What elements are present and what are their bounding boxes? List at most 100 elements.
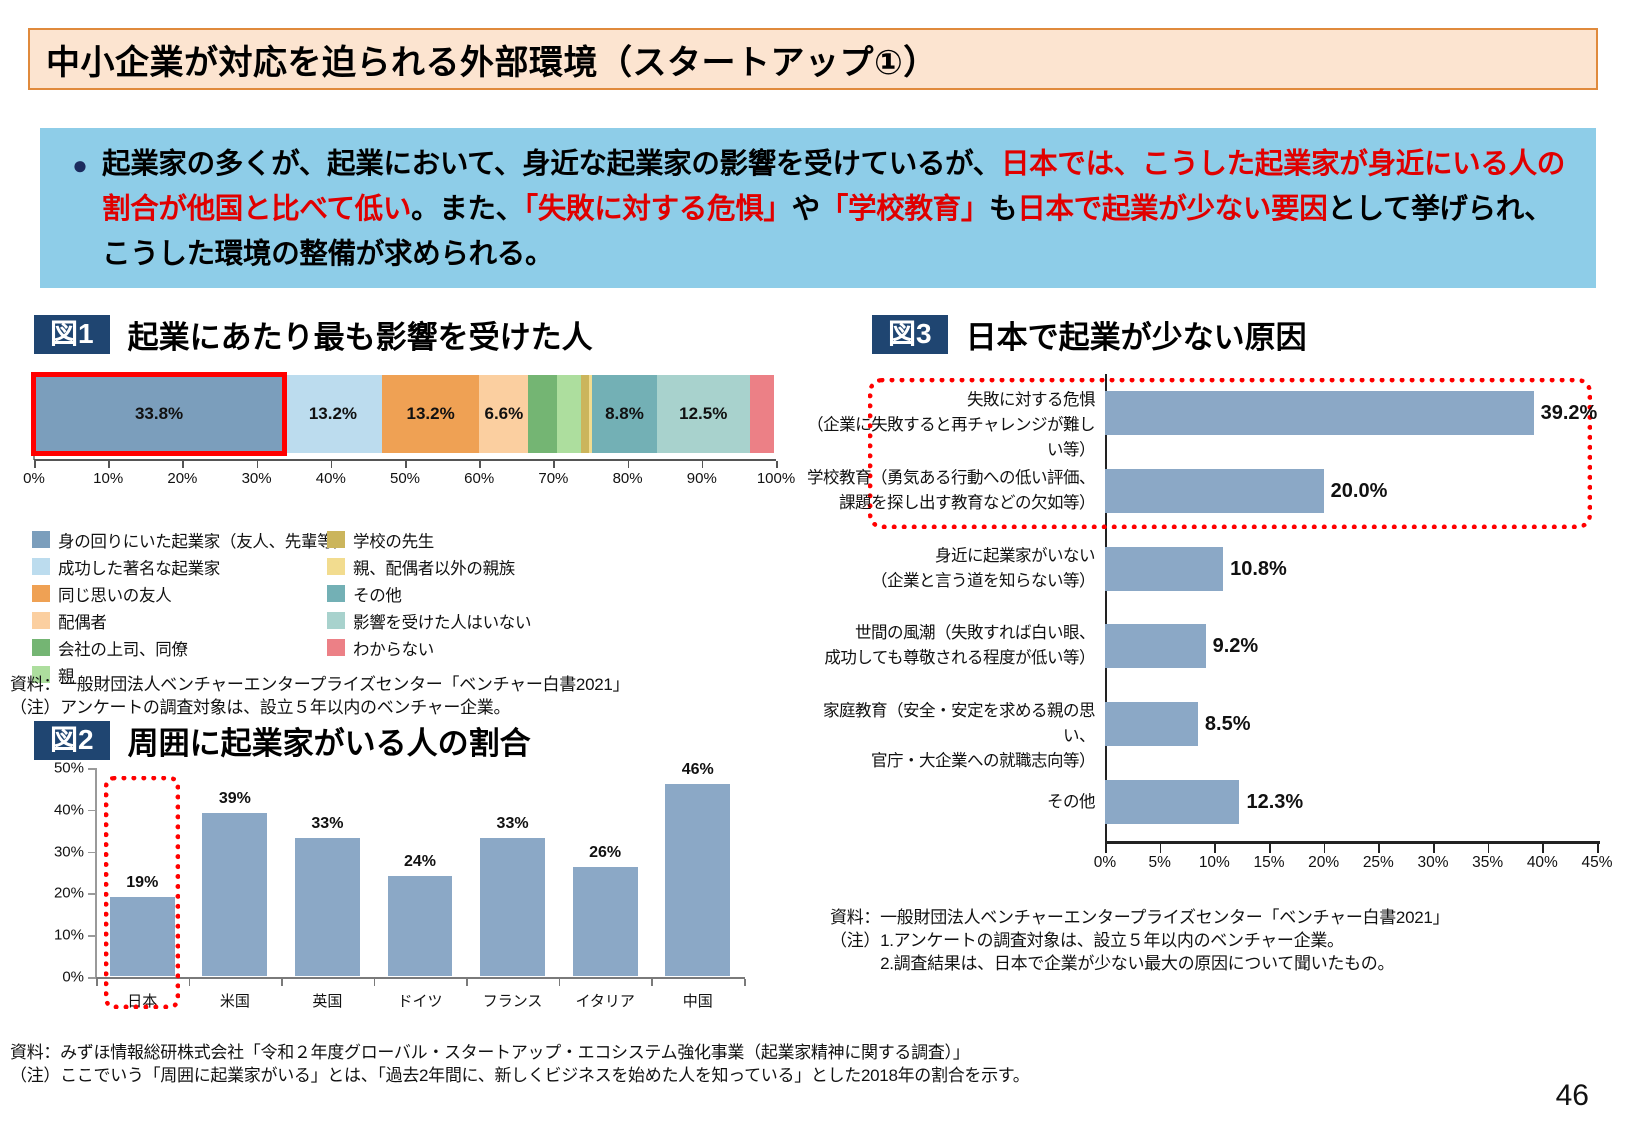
figure1-segment: 13.2% <box>284 375 382 453</box>
figure2-y-tick <box>88 893 96 895</box>
figure3-category-label-line: 失敗に対する危惧 <box>967 390 1096 409</box>
figure1-x-tick-label: 60% <box>464 470 495 487</box>
figure1-legend-item: 親、配偶者以外の親族 <box>327 555 531 582</box>
figure2-x-tick <box>96 979 98 986</box>
figure3-bar-value-label: 20.0% <box>1330 479 1388 502</box>
figure1-legend-label: 同じ思いの友人 <box>58 587 172 605</box>
figure2-bar <box>665 783 731 976</box>
figure1-legend-item: 同じ思いの友人 <box>32 582 350 609</box>
legend-swatch-icon <box>327 585 345 602</box>
figure3-category-label-line: （企業と言う道を知らない等） <box>871 571 1096 590</box>
figure1-x-tick <box>34 461 36 468</box>
summary-highlight-3: 「学校教育」 <box>819 193 990 225</box>
figure1-legend-column-1: 身の回りにいた起業家（友人、先輩等） 成功した著名な起業家 同じ思いの友人 配偶者 会社… <box>32 528 350 690</box>
legend-swatch-icon <box>32 612 50 629</box>
figure3-category-label-line: 身近に起業家がいない <box>935 546 1096 565</box>
figure1-x-tick-label: 80% <box>612 470 643 487</box>
figure2-bar-value-label: 26% <box>589 844 622 862</box>
figure3-title: 日本で起業が少ない原因 <box>965 320 1307 355</box>
legend-swatch-icon <box>327 531 345 548</box>
figure3-x-tick-label: 30% <box>1417 854 1449 871</box>
summary-part-3: や <box>791 193 821 225</box>
figure3-x-tick <box>1105 844 1107 853</box>
figure1-x-tick <box>330 461 333 468</box>
figure3-x-tick-label: 0% <box>1093 854 1117 871</box>
figure2-bar <box>109 896 175 976</box>
figure1-legend-label: 親 <box>58 668 75 686</box>
summary-part-2: 。また、 <box>411 193 524 225</box>
legend-swatch-icon <box>327 558 345 575</box>
figure1-legend-item: わからない <box>327 636 531 663</box>
figure2-y-tick <box>88 768 96 770</box>
legend-swatch-icon <box>32 558 50 575</box>
figure1-chart: 33.8% 13.2% 13.2% 6.6% 8.8% 12.5% <box>34 375 774 453</box>
figure1-legend-label: その他 <box>353 587 402 605</box>
figure1-segment: 13.2% <box>381 375 480 453</box>
figure2-bar-value-label: 33% <box>496 815 529 833</box>
figure3-x-tick-label: 10% <box>1198 854 1230 871</box>
figure1-segment <box>749 375 774 453</box>
legend-swatch-icon <box>32 585 50 602</box>
figure3-x-tick <box>1323 844 1326 853</box>
figure1-segment: 8.8% <box>591 375 657 453</box>
figure2-y-tick <box>88 809 96 812</box>
figure3-category-label-line: 課題を探し出す教育などの欠如等） <box>839 493 1096 512</box>
figure1-segment <box>528 375 558 453</box>
figure2-y-axis <box>95 768 97 978</box>
figure1-x-tick <box>405 461 407 468</box>
figure3-bar-value-label: 12.3% <box>1246 791 1304 814</box>
figure2-bar <box>202 812 268 976</box>
figure3-x-tick <box>1159 844 1162 853</box>
figure3-category-label: 身近に起業家がいない （企業と言う道を知らない等） <box>795 544 1096 594</box>
figure3-value-axis <box>1105 841 1600 844</box>
figure1-x-tick-label: 40% <box>315 470 346 487</box>
summary-part-4: も <box>989 193 1018 225</box>
figure1-legend-item: 成功した著名な起業家 <box>32 555 350 582</box>
figure1-chip: 図1 <box>34 314 110 355</box>
figure1-x-ticks <box>34 461 778 469</box>
figure1-x-tick <box>182 461 184 468</box>
figure1-x-tick <box>627 461 630 468</box>
figure3-chip: 図3 <box>872 314 948 355</box>
page-number: 46 <box>1555 1079 1589 1112</box>
figure1-source: 資料：一般財団法人ベンチャーエンタープライズセンター「ベンチャー白書2021」 <box>10 675 630 694</box>
figure1-segment <box>557 375 581 453</box>
legend-swatch-icon <box>32 666 50 683</box>
figure3-category-label-line: 官庁・大企業への就職志向等） <box>871 752 1096 771</box>
figure1-x-tick-label: 10% <box>93 470 124 487</box>
figure2-bar-value-label: 33% <box>311 815 344 833</box>
figure2-x-tick <box>281 979 283 986</box>
figure1-x-tick <box>108 461 110 468</box>
figure1-header: 図1 起業にあたり最も影響を受けた人 <box>34 312 593 357</box>
figure3-x-tick <box>1269 844 1271 853</box>
figure1-legend-label: 配偶者 <box>58 614 107 632</box>
figure3-category-label-line: （企業に失敗すると再チャレンジが難しい等） <box>807 415 1095 459</box>
figure2-plot-area <box>96 768 744 976</box>
figure2-category-label: 中国 <box>682 993 713 1010</box>
figure1-legend-item: 親 <box>32 663 350 690</box>
figure2-y-tick-label: 10% <box>53 926 84 944</box>
figure1-x-tick-label: 30% <box>241 470 272 487</box>
figure2-x-tick <box>558 979 561 986</box>
figure2-y-tick-label: 30% <box>53 843 84 861</box>
figure3-bar <box>1105 390 1534 435</box>
figure2-note: （注）ここでいう「周囲に起業家がいる」とは、「過去2年間に、新しくビジネスを始め… <box>10 1066 1030 1085</box>
figure1-legend-item: 身の回りにいた起業家（友人、先輩等） <box>32 528 350 555</box>
figure3-x-tick <box>1433 844 1435 853</box>
figure2-category-label: イタリア <box>575 993 635 1010</box>
figure3-category-label: その他 <box>795 790 1096 815</box>
figure2-y-tick-label: 20% <box>53 884 84 902</box>
figure2-category-label: 日本 <box>127 993 158 1010</box>
figure3-x-tick-label: 40% <box>1526 854 1558 871</box>
figure2-bar-value-label: 19% <box>126 873 159 891</box>
figure2-category-label: フランス <box>482 993 543 1010</box>
figure1-x-tick-label: 50% <box>389 470 421 487</box>
figure1-segment <box>588 375 592 453</box>
figure3-category-label: 家庭教育（安全・安定を求める親の思い、 官庁・大企業への就職志向等） <box>795 699 1096 774</box>
figure1-segment: 33.8% <box>34 375 285 453</box>
figure1-x-tick <box>701 461 704 468</box>
figure1-segment: 6.6% <box>479 375 529 453</box>
figure2-x-tick <box>651 979 653 986</box>
figure3-bar <box>1105 702 1198 747</box>
figure3-bar <box>1105 624 1206 669</box>
